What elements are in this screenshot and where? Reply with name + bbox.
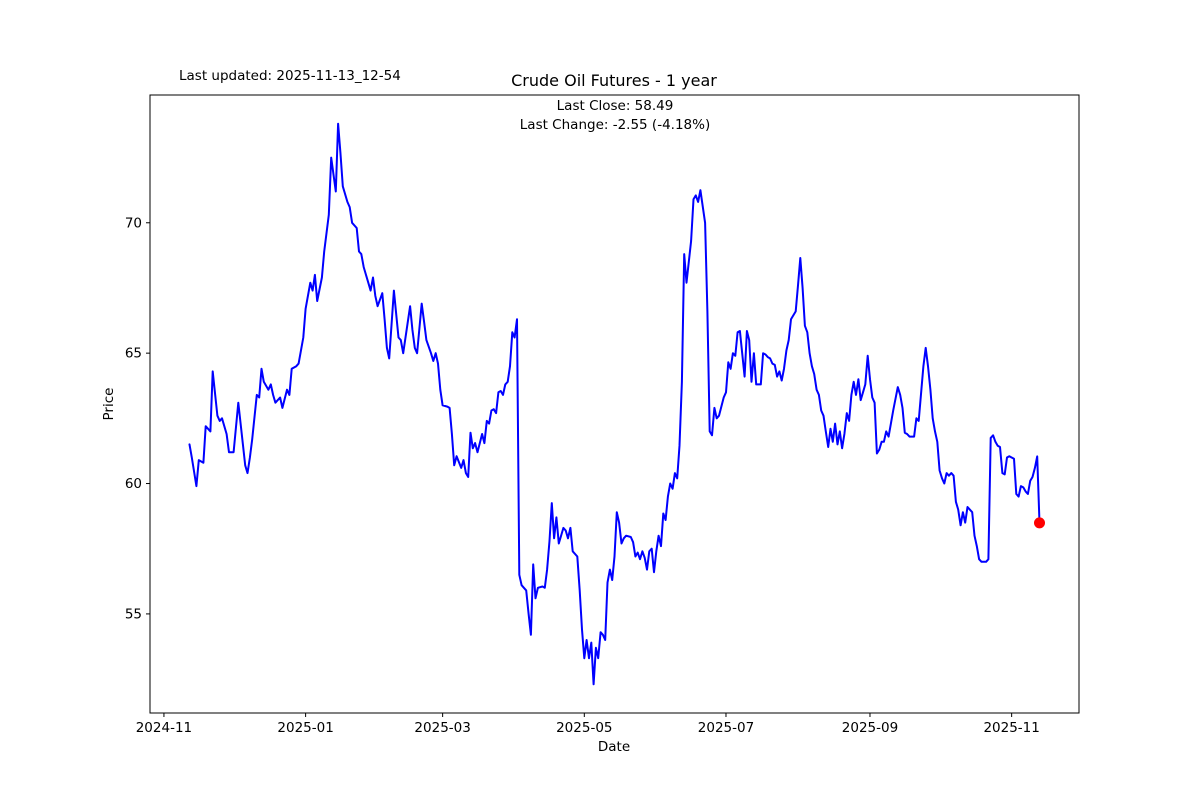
price-line <box>188 122 1041 686</box>
x-tick-label: 2025-01 <box>277 720 333 736</box>
x-tick-label: 2025-09 <box>842 720 898 736</box>
y-tick-label: 65 <box>125 346 142 362</box>
chart-title: Crude Oil Futures - 1 year <box>511 71 717 90</box>
y-axis-label: Price <box>101 387 117 421</box>
x-tick-label: 2025-11 <box>983 720 1039 736</box>
x-tick-label: 2025-03 <box>414 720 470 736</box>
y-tick-label: 55 <box>125 606 142 622</box>
y-tick-label: 70 <box>125 215 142 231</box>
x-tick-label: 2025-07 <box>698 720 754 736</box>
last-change-annotation: Last Change: -2.55 (-4.18%) <box>519 117 711 133</box>
last-close-annotation: Last Close: 58.49 <box>556 98 674 114</box>
last-point-marker <box>1034 517 1045 529</box>
last-updated-text: Last updated: 2025-11-13_12-54 <box>179 68 401 84</box>
y-tick-label: 60 <box>125 476 142 492</box>
x-tick-label: 2025-05 <box>556 720 612 736</box>
plot-border <box>149 94 1080 714</box>
x-tick-label: 2024-11 <box>136 720 192 736</box>
x-axis-label: Date <box>597 739 631 755</box>
